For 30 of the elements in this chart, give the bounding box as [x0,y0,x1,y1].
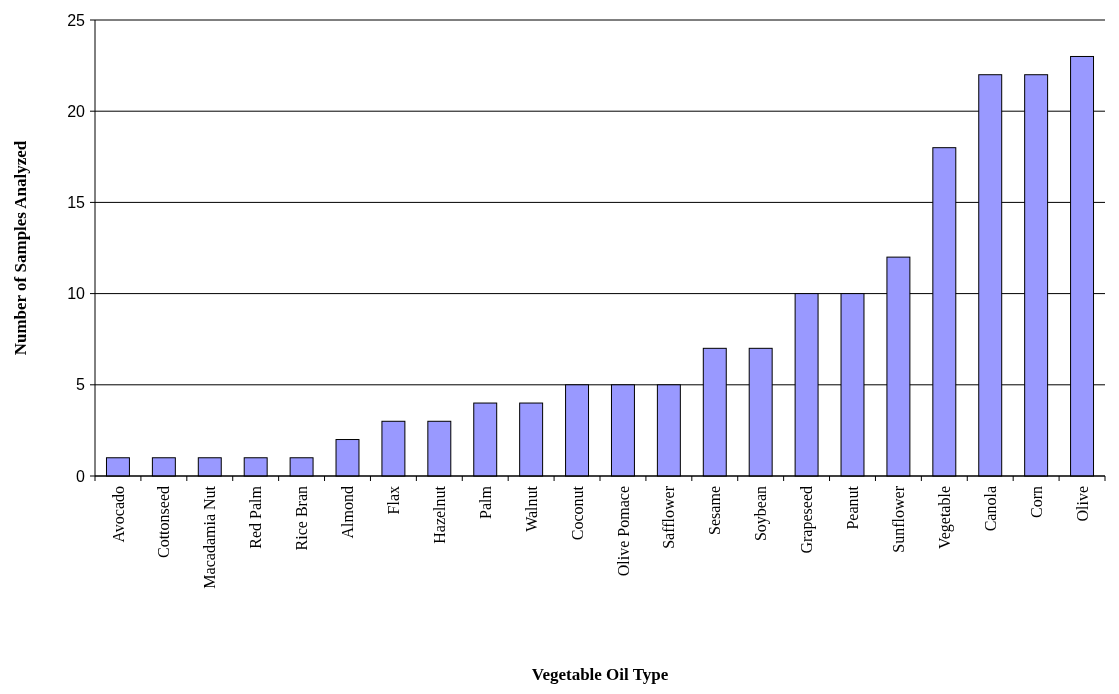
x-tick-label: Red Palm [247,485,265,549]
x-tick-label: Cottonseed [155,486,173,558]
y-tick-label: 25 [67,11,86,29]
y-tick-label: 0 [76,467,86,485]
x-tick-label: Vegetable [935,486,954,550]
x-tick-label: Flax [385,486,403,515]
y-tick-label: 20 [67,102,86,120]
y-axis-title: Number of Samples Analyzed [11,140,30,356]
y-tick-label: 5 [76,376,86,394]
x-tick-label: Walnut [522,485,540,532]
x-tick-label: Sesame [706,486,724,535]
x-tick-label: Olive Pomace [614,486,632,577]
x-tick-label: Safflower [660,485,678,549]
x-tick-label: Almond [339,486,357,539]
x-tick-label: Soybean [752,486,771,542]
y-tick-label: 10 [67,285,86,303]
x-tick-label: Grapeseed [798,486,817,554]
x-tick-label: Sunflower [890,485,908,553]
x-tick-label: Macadamia Nut [201,485,219,589]
x-tick-label: Olive [1073,486,1091,522]
x-axis-title: Vegetable Oil Type [531,665,669,684]
x-tick-label: Rice Bran [293,486,311,551]
y-tick-label: 15 [67,194,86,211]
x-tick-label: Hazelnut [430,485,448,544]
x-tick-label: Palm [476,485,494,519]
x-tick-label: Canola [981,486,999,532]
x-tick-label: Corn [1027,486,1045,518]
x-tick-label: Peanut [844,485,862,530]
x-tick-label: Avocado [109,486,127,543]
x-tick-label: Coconut [568,485,586,541]
